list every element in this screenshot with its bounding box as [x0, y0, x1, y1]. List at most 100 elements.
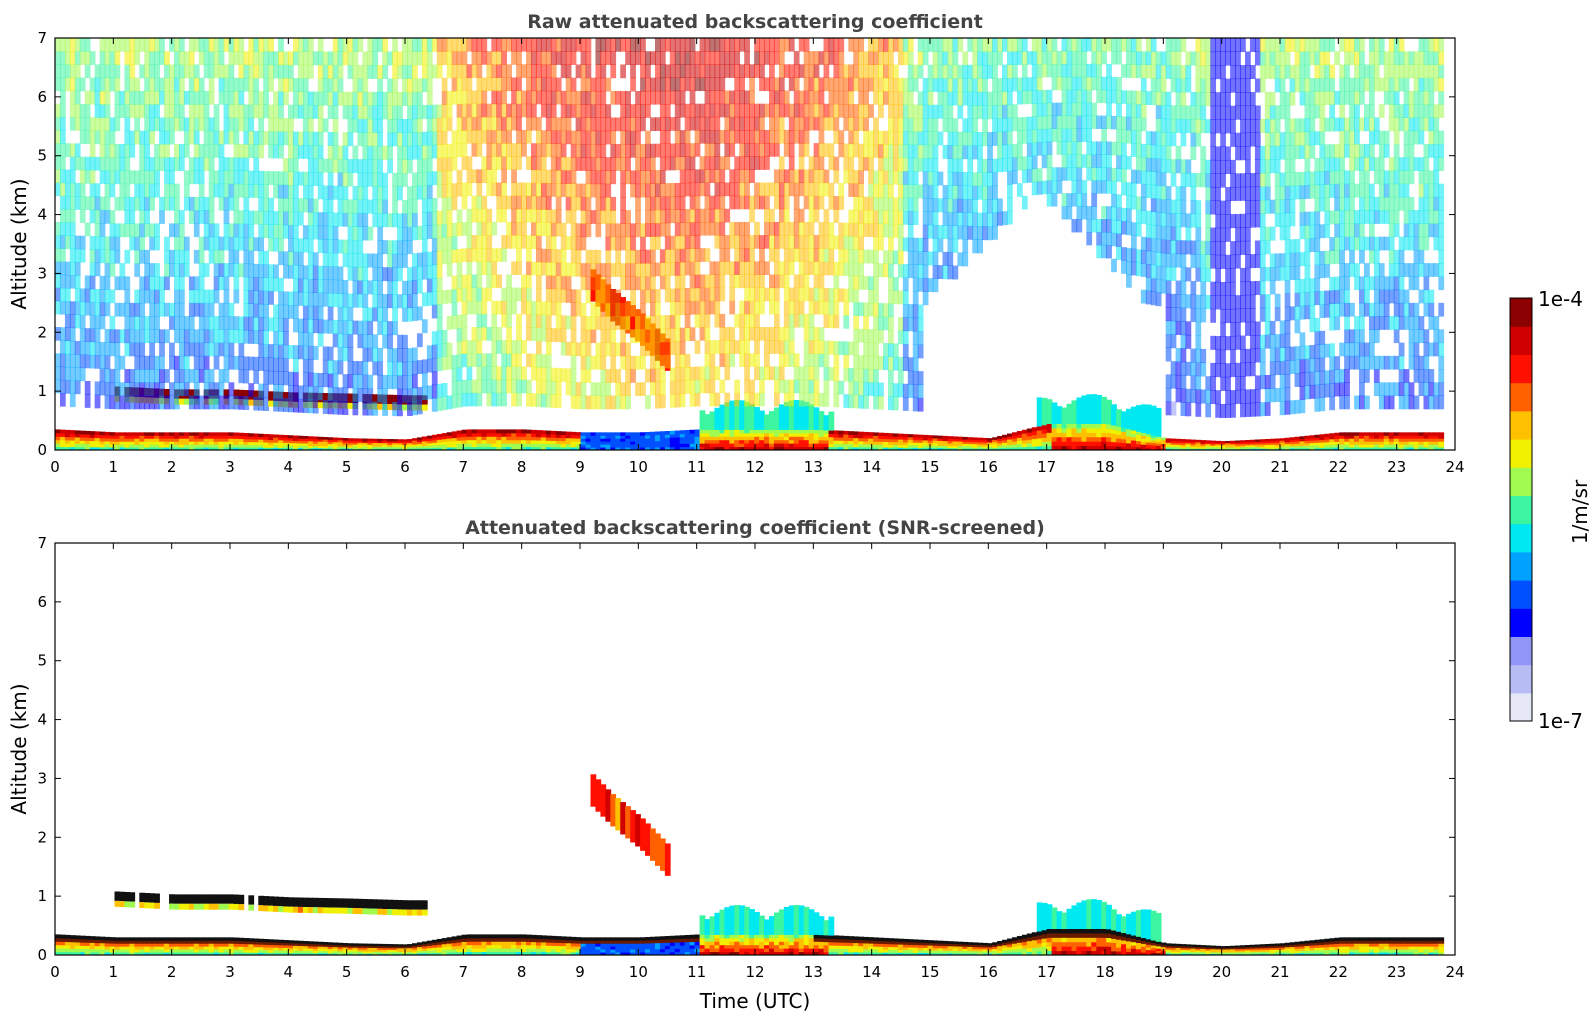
heatmap-cell: [144, 170, 151, 185]
heatmap-cell: [372, 132, 379, 147]
heatmap-cell: [590, 276, 597, 291]
heatmap-cell: [496, 439, 503, 444]
heatmap-cell: [59, 208, 66, 223]
heatmap-cell: [645, 51, 651, 65]
heatmap-cell: [506, 195, 512, 210]
heatmap-cell: [615, 90, 622, 105]
heatmap-cell: [684, 314, 691, 329]
heatmap-cell: [441, 444, 448, 448]
heatmap-cell: [868, 249, 874, 264]
heatmap-cell: [764, 366, 770, 381]
heatmap-cell: [134, 342, 141, 357]
heatmap-cell: [883, 343, 889, 357]
heatmap-cell: [297, 91, 304, 106]
heatmap-cell: [793, 235, 800, 249]
heatmap-cell: [664, 431, 671, 435]
heatmap-cell: [793, 432, 800, 437]
heatmap-cell: [89, 90, 96, 105]
heatmap-cell: [491, 313, 498, 328]
heatmap-cell: [377, 446, 384, 449]
heatmap-cell: [129, 342, 136, 357]
heatmap-cell: [714, 64, 721, 78]
heatmap-cell: [387, 404, 393, 411]
heatmap-cell: [590, 117, 597, 132]
heatmap-cell: [659, 394, 666, 409]
heatmap-cell: [461, 156, 468, 170]
heatmap-cell: [501, 287, 508, 302]
heatmap-cell: [307, 158, 314, 173]
heatmap-cell: [883, 130, 889, 145]
heatmap-cell: [724, 235, 731, 249]
heatmap-cell: [451, 249, 458, 264]
heatmap-cell: [808, 353, 815, 367]
heatmap-cell: [803, 116, 810, 131]
heatmap-cell: [873, 432, 879, 436]
heatmap-cell: [367, 442, 374, 445]
heatmap-cell: [600, 143, 607, 158]
heatmap-cell: [848, 434, 855, 438]
raw-backscatter-panel: Raw attenuated backscattering coefficien…: [7, 11, 1465, 476]
heatmap-cell: [342, 132, 349, 147]
heatmap-cell: [297, 211, 304, 226]
heatmap-cell: [312, 252, 319, 267]
heatmap-cell: [407, 361, 413, 376]
heatmap-cell: [595, 395, 602, 410]
heatmap-cell: [223, 117, 230, 132]
heatmap-cell: [174, 329, 180, 344]
heatmap-cell: [704, 90, 711, 105]
heatmap-cell: [421, 38, 428, 52]
heatmap-cell: [694, 439, 701, 444]
heatmap-cell: [347, 347, 354, 362]
heatmap-cell: [382, 442, 389, 445]
heatmap-cell: [382, 446, 389, 449]
heatmap-cell: [704, 51, 711, 65]
heatmap-cell: [392, 375, 398, 390]
heatmap-cell: [307, 131, 314, 146]
heatmap-cell: [560, 440, 567, 445]
heatmap-cell: [402, 199, 408, 214]
heatmap-cell: [605, 435, 612, 439]
heatmap-cell: [823, 209, 830, 223]
heatmap-cell: [104, 104, 111, 118]
heatmap-cell: [878, 435, 884, 439]
heatmap-cell: [412, 78, 418, 93]
heatmap-cell: [466, 379, 473, 394]
heatmap-cell: [302, 64, 309, 79]
heatmap-cell: [555, 434, 562, 438]
heatmap-cell: [109, 51, 116, 65]
heatmap-cell: [114, 276, 121, 291]
heatmap-cell: [149, 355, 155, 370]
heatmap-cell: [823, 446, 830, 450]
heatmap-cell: [347, 402, 354, 409]
heatmap-cell: [69, 446, 76, 450]
heatmap-cell: [302, 185, 309, 199]
heatmap-cell: [203, 329, 210, 344]
heatmap-cell: [635, 38, 641, 52]
heatmap-cell: [828, 222, 835, 236]
heatmap-cell: [94, 196, 101, 211]
heatmap-cell: [764, 439, 770, 444]
heatmap-cell: [312, 212, 319, 226]
heatmap-cell: [674, 288, 681, 303]
heatmap-cell: [828, 51, 835, 65]
heatmap-cell: [540, 446, 547, 450]
heatmap-cell: [119, 38, 126, 52]
heatmap-cell: [79, 156, 86, 171]
heatmap-cell: [471, 327, 478, 341]
heatmap-cell: [645, 441, 651, 445]
heatmap-cell: [372, 118, 379, 133]
heatmap-cell: [188, 117, 195, 132]
heatmap-cell: [174, 447, 180, 450]
heatmap-cell: [873, 382, 879, 397]
heatmap-cell: [55, 64, 61, 78]
heatmap-cell: [769, 64, 775, 78]
heatmap-cell: [238, 356, 245, 370]
heatmap-cell: [416, 38, 423, 52]
heatmap-cell: [892, 157, 899, 172]
heatmap-cell: [679, 209, 686, 223]
heatmap-cell: [362, 159, 369, 174]
heatmap-cell: [332, 38, 339, 52]
heatmap-cell: [397, 105, 403, 120]
heatmap-cell: [119, 435, 126, 439]
heatmap-cell: [407, 145, 413, 160]
